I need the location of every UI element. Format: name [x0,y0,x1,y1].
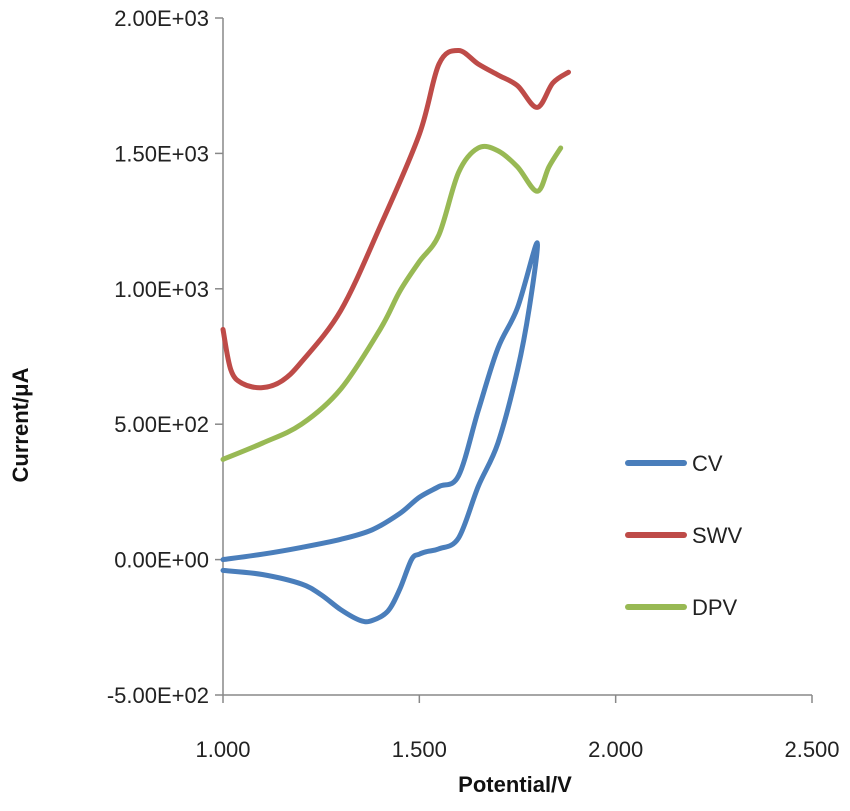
y-axis-title: Current/μA [8,367,33,482]
axes: -5.00E+02 0.00E+00 5.00E+02 1.00E+03 1.50E+0… [107,6,840,762]
legend-label-swv: SWV [692,523,742,548]
series-layer [220,47,571,625]
x-tick-label: 2.000 [588,737,643,762]
series-line-swv [220,47,571,391]
x-tick-label: 2.500 [784,737,839,762]
x-tick-label: 1.000 [195,737,250,762]
y-tick-label: 5.00E+02 [114,412,209,437]
series-line-dpv [220,143,564,462]
x-axis-title: Potential/V [458,772,572,797]
y-tick-label: 1.50E+03 [114,141,209,166]
y-tick-label: 2.00E+03 [114,6,209,31]
y-tick-label: -5.00E+02 [107,683,209,708]
y-tick-label: 1.00E+03 [114,277,209,302]
x-tick-label: 1.500 [392,737,447,762]
legend: CV SWV DPV [625,451,742,620]
legend-label-cv: CV [692,451,723,476]
series-line-cv [220,240,540,625]
y-tick-label: 0.00E+00 [114,548,209,573]
legend-label-dpv: DPV [692,595,738,620]
